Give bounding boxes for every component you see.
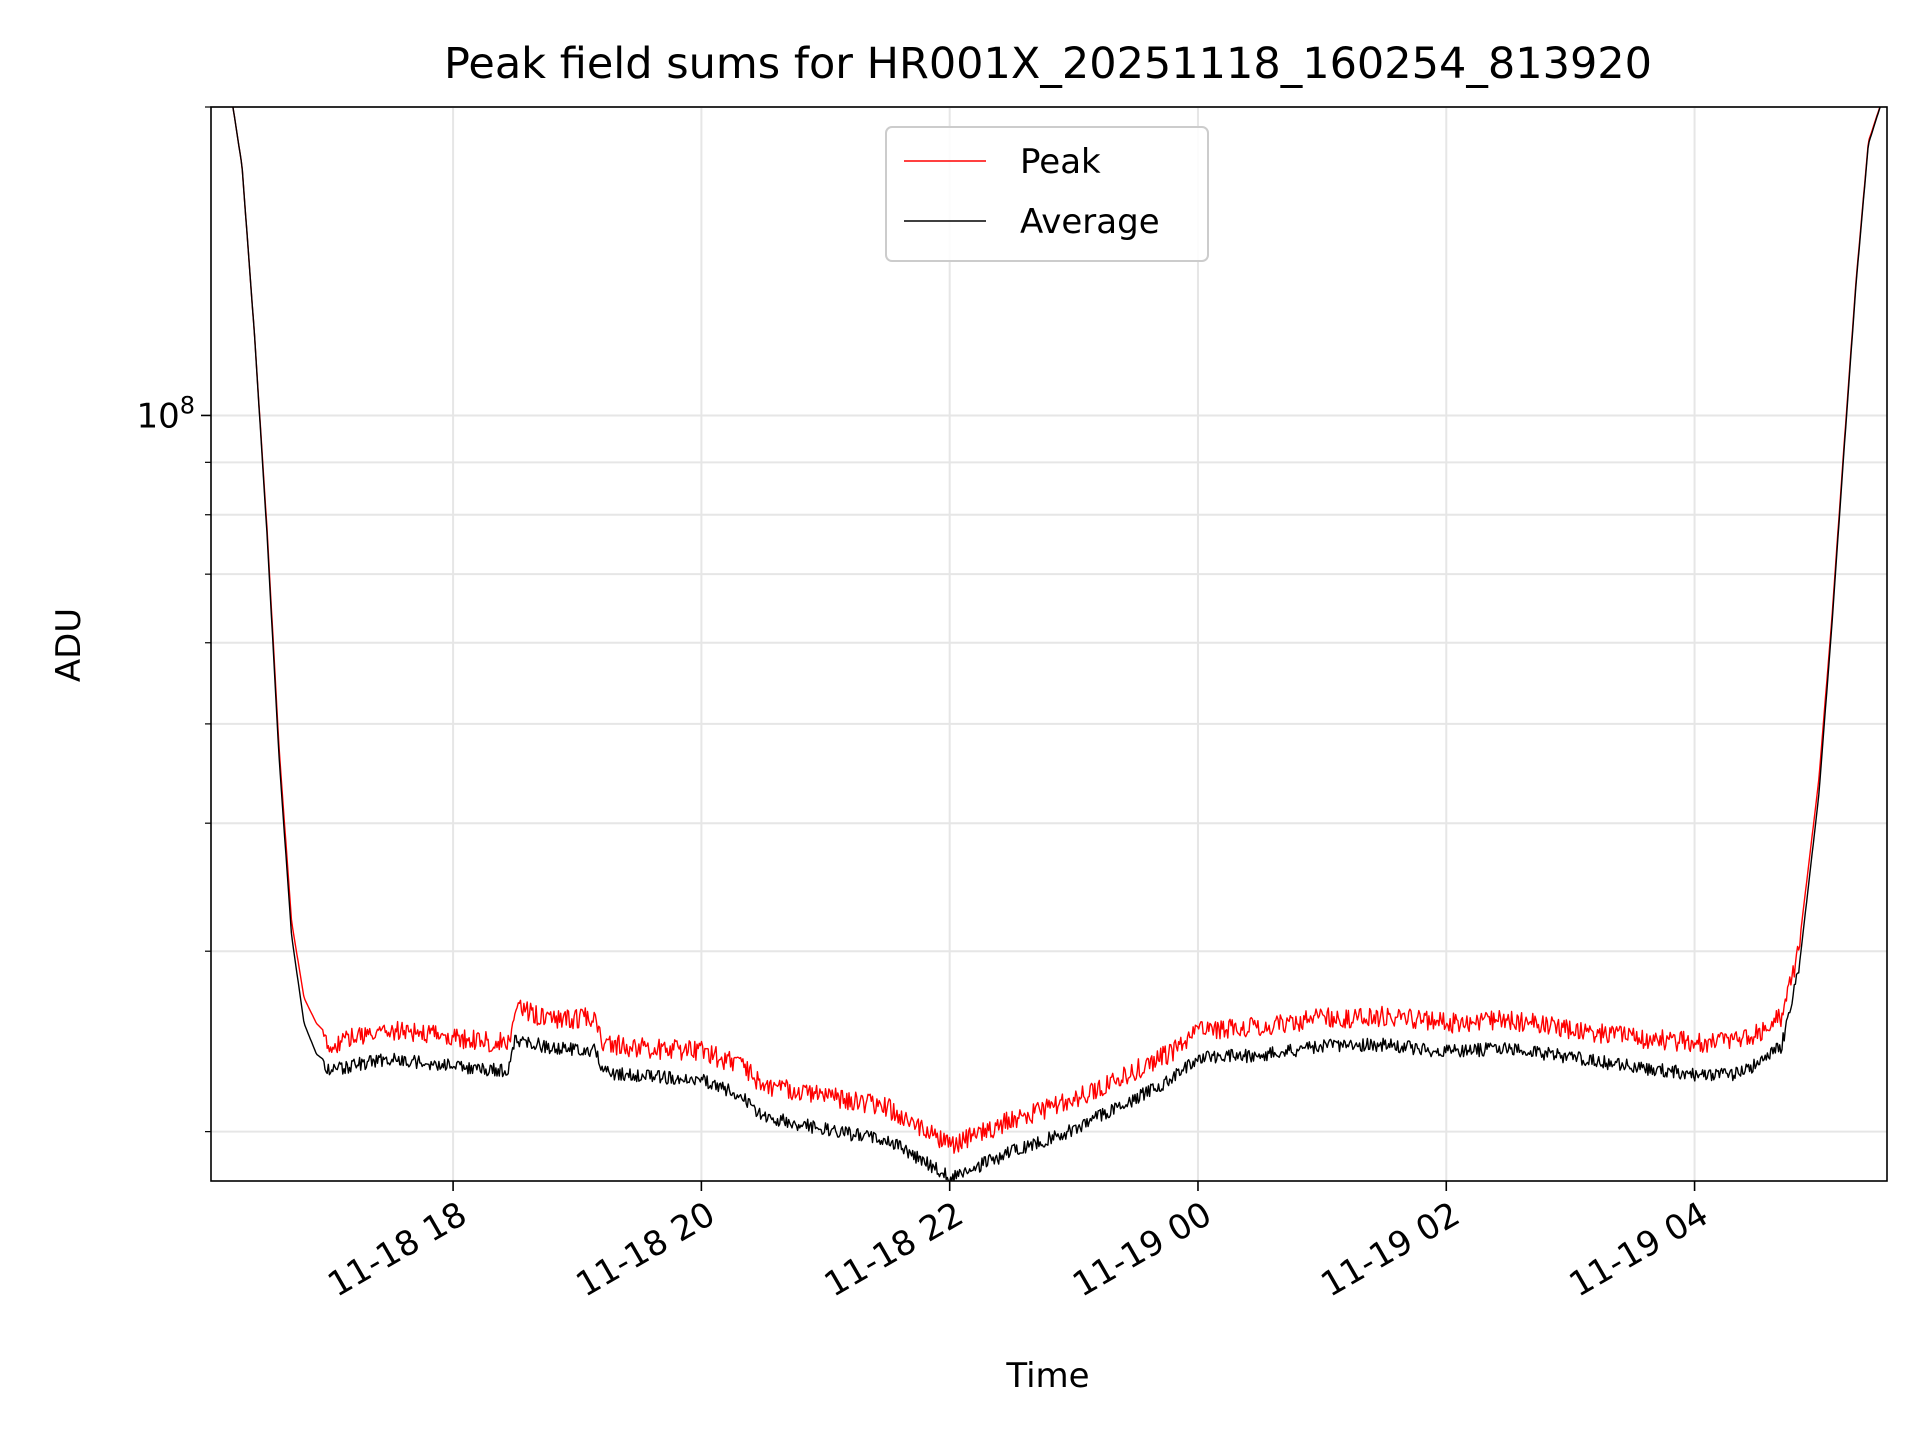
y-tick-label: 108 (136, 391, 195, 436)
y-axis-label: ADU (49, 608, 89, 682)
chart-title: Peak field sums for HR001X_20251118_1602… (444, 39, 1652, 89)
y-tick-label-base: 10 (136, 396, 179, 436)
grid-lines (211, 106, 1887, 1181)
series-line-peak (232, 107, 1881, 1154)
legend: Peak Average (885, 126, 1209, 262)
legend-label-average: Average (1020, 202, 1160, 242)
x-axis-label: Time (1005, 1356, 1089, 1396)
series-layer (232, 107, 1881, 1181)
y-tick-label-exponent: 8 (180, 391, 195, 419)
legend-label-peak: Peak (1020, 142, 1101, 182)
series-line-average (232, 107, 1881, 1181)
plot-frame (210, 106, 1888, 1182)
